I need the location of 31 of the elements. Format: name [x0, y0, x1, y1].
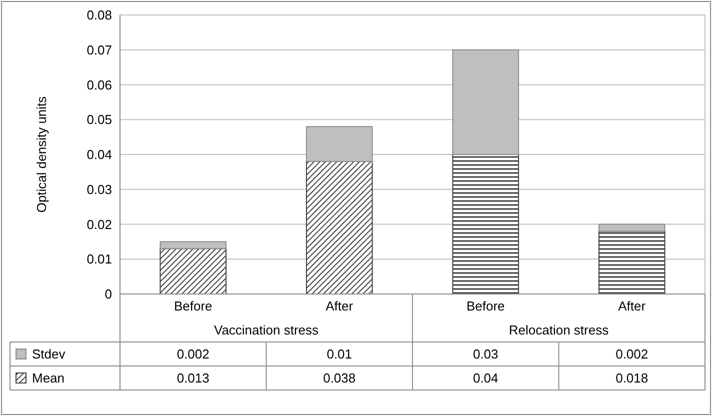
bar	[160, 241, 227, 250]
y-tick-label: 0.04	[86, 147, 112, 162]
bar	[598, 230, 666, 294]
data-label: 0.01	[326, 346, 352, 362]
data-label: 0.002	[176, 346, 210, 362]
y-tick-label: 0.01	[86, 252, 112, 267]
y-tick-label: 0.02	[86, 216, 112, 232]
data-label: 0.038	[323, 370, 356, 386]
y-tick-label: 0.06	[86, 77, 112, 92]
y-tick-label: 0.03	[86, 182, 112, 197]
text: Relocation stress	[508, 322, 610, 338]
data-label: 0.002	[616, 346, 648, 362]
y-tick-label: 0.05	[86, 112, 112, 128]
x-tick-label: Before	[466, 298, 505, 314]
legend-label: Mean	[32, 370, 65, 386]
legend-label: Stdev	[32, 346, 66, 362]
y-tick-label: 0	[104, 286, 112, 302]
x-tick-label: Before	[174, 298, 212, 314]
y-tick-label: 0.07	[86, 42, 112, 58]
bar	[160, 248, 227, 294]
x-tick-label: After	[618, 298, 646, 314]
x-tick-label: After	[326, 298, 354, 314]
data-label: 0.018	[616, 370, 648, 386]
data-label: 0.04	[472, 370, 498, 386]
text: Vaccination stress	[214, 322, 320, 338]
y-axis-title: Optical density units	[34, 96, 49, 213]
bar	[306, 160, 373, 294]
y-tick-label: 0.08	[86, 8, 112, 23]
bar	[452, 154, 520, 294]
data-label: 0.013	[176, 370, 210, 386]
data-label: 0.03	[472, 346, 498, 362]
